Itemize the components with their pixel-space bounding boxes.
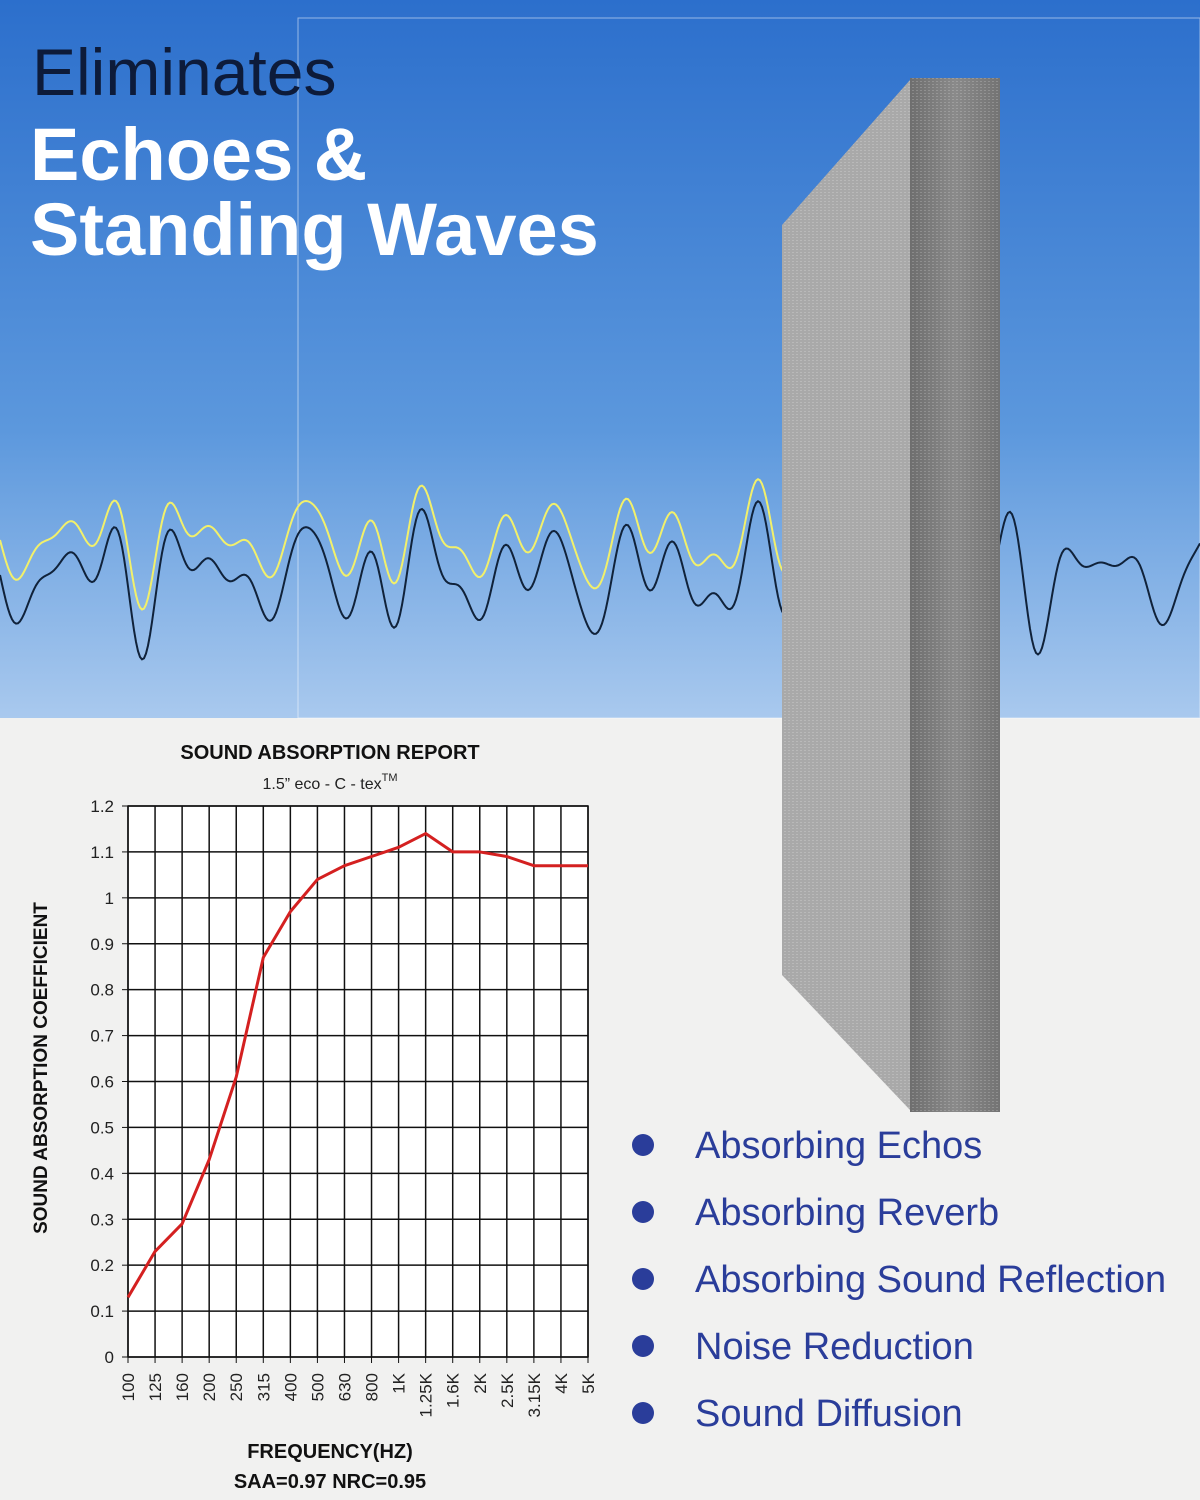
x-tick-label: 125 (146, 1373, 165, 1401)
x-tick-label: 4K (552, 1372, 571, 1393)
y-tick-label: 0.5 (90, 1118, 114, 1137)
x-tick-label: 2.5K (498, 1372, 517, 1408)
x-axis-label: FREQUENCY(HZ) (247, 1441, 413, 1463)
feature-text: Absorbing Sound Reflection (695, 1259, 1166, 1301)
x-tick-label: 1.6K (444, 1372, 463, 1408)
panel-side-texture (782, 80, 910, 1110)
chart-title: SOUND ABSORPTION REPORT (180, 742, 479, 764)
x-tick-label: 800 (363, 1373, 382, 1401)
y-tick-label: 1.2 (90, 797, 114, 816)
y-tick-label: 0.8 (90, 981, 114, 1000)
x-tick-label: 2K (471, 1372, 490, 1393)
bullet (632, 1134, 654, 1156)
x-tick-label: 315 (254, 1373, 273, 1401)
y-tick-label: 1 (105, 889, 114, 908)
y-tick-label: 0.1 (90, 1302, 114, 1321)
y-tick-label: 0.6 (90, 1073, 114, 1092)
y-tick-label: 0.9 (90, 935, 114, 954)
headline-line2: Echoes & (30, 113, 367, 196)
y-tick-label: 1.1 (90, 843, 114, 862)
headline-line1: Eliminates (32, 35, 336, 109)
y-tick-label: 0.3 (90, 1210, 114, 1229)
y-tick-label: 0.4 (90, 1164, 114, 1183)
chart-annotation: SAA=0.97 NRC=0.95 (234, 1471, 426, 1493)
bullet (632, 1402, 654, 1424)
chart: 0 0.1 0.2 0.3 0.4 0.5 0.6 0.7 0.8 0.9 1 1.1 1.2 100 12… (90, 797, 598, 1417)
x-tick-label: 200 (200, 1373, 219, 1401)
bullet (632, 1335, 654, 1357)
data-line (126, 832, 588, 1299)
x-tick-label: 630 (335, 1373, 354, 1401)
bullet (632, 1201, 654, 1223)
y-tick-label: 0 (105, 1348, 114, 1367)
chart-subtitle: 1.5” eco - C - texTM (262, 772, 397, 793)
x-tick-label: 500 (308, 1373, 327, 1401)
frame-line (297, 17, 1200, 719)
subtitle-text: 1.5” eco - C - tex (262, 776, 381, 793)
headline-line3: Standing Waves (30, 188, 599, 271)
x-tick-label: 1K (390, 1372, 409, 1393)
subtitle-mark: TM (382, 772, 398, 784)
x-tick-label: 1.25K (417, 1372, 436, 1417)
y-tick-label: 0.2 (90, 1256, 114, 1275)
feature-text: Absorbing Reverb (695, 1192, 999, 1234)
feature-text: Noise Reduction (695, 1326, 974, 1368)
bullet (632, 1268, 654, 1290)
y-tick-label: 0.7 (90, 1027, 114, 1046)
x-tick-label: 400 (281, 1373, 300, 1401)
x-tick-label: 100 (119, 1373, 138, 1401)
x-tick-label: 3.15K (525, 1372, 544, 1417)
feature-text: Absorbing Echos (695, 1125, 982, 1167)
x-tick-label: 5K (579, 1372, 598, 1393)
feature-list: Absorbing Echos Absorbing Reverb Absorbing… (632, 1125, 1166, 1435)
panel-front-texture (910, 78, 1000, 1112)
x-tick-label: 160 (173, 1373, 192, 1401)
x-tick-label: 250 (227, 1373, 246, 1401)
y-axis-label: SOUND ABSORPTION COEFFICIENT (31, 902, 52, 1234)
wave (0, 478, 871, 611)
feature-text: Sound Diffusion (695, 1393, 963, 1435)
